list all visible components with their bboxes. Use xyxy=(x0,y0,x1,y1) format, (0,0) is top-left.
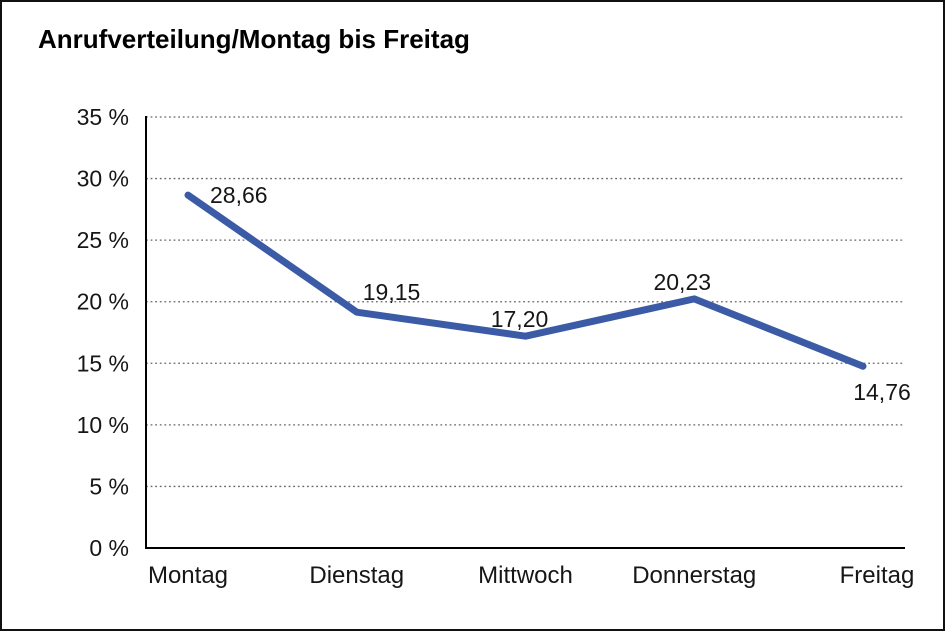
y-axis-tick-label: 25 % xyxy=(77,227,129,253)
x-axis-category-label: Dienstag xyxy=(309,562,404,589)
x-axis-category-label: Mittwoch xyxy=(478,562,573,589)
data-point-label: 14,76 xyxy=(853,379,911,405)
x-axis-category-label: Donnerstag xyxy=(632,562,756,589)
y-axis-tick-label: 10 % xyxy=(77,412,129,438)
data-line-series xyxy=(184,191,867,370)
data-point-label: 17,20 xyxy=(491,306,549,332)
data-point-label: 20,23 xyxy=(653,269,711,295)
chart-title: Anrufverteilung/Montag bis Freitag xyxy=(38,24,470,54)
y-axis-tick-label: 15 % xyxy=(77,350,129,376)
y-axis-tick-label: 20 % xyxy=(77,289,129,315)
x-axis-category-label: Freitag xyxy=(840,562,915,589)
y-axis-tick-label: 30 % xyxy=(77,166,129,192)
x-axis-category-label: Montag xyxy=(148,562,228,589)
y-axis-tick-label: 35 % xyxy=(77,104,129,130)
y-axis-tick-label: 0 % xyxy=(89,535,129,561)
data-point-label: 28,66 xyxy=(210,182,268,208)
data-point-label: 19,15 xyxy=(363,279,421,305)
y-axis-tick-label: 5 % xyxy=(89,473,129,499)
